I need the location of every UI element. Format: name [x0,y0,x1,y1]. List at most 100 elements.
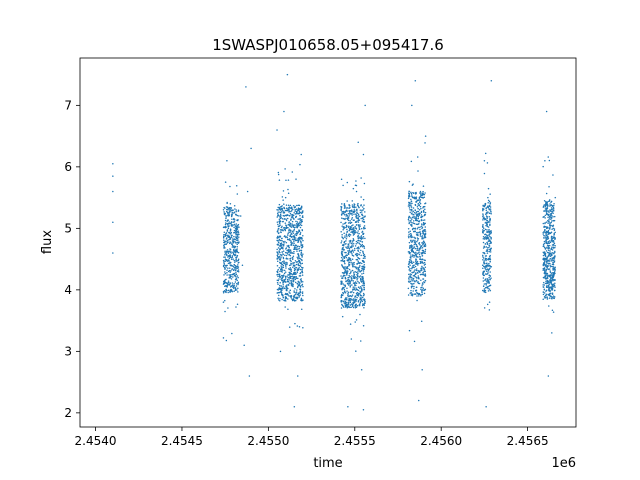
data-point [423,245,425,248]
data-point [419,190,422,193]
data-point [486,231,488,233]
data-point [360,340,362,342]
data-point [487,187,490,190]
data-point [411,254,414,256]
data-point [343,207,346,209]
data-point [282,296,285,299]
data-point [298,326,301,328]
data-point [287,188,289,191]
data-point [550,217,553,219]
data-point [420,225,422,228]
data-point [483,307,486,309]
data-point [287,287,289,290]
data-point [289,267,292,269]
data-point [344,299,346,301]
data-point [222,292,225,294]
data-point [281,210,283,213]
data-point [545,227,548,230]
data-point [299,163,301,166]
data-point [228,257,231,260]
data-point [412,264,414,267]
data-point [286,73,289,76]
data-point [487,287,489,290]
data-point [300,241,302,244]
data-point [344,306,347,308]
data-point [285,214,288,217]
data-point [546,262,548,264]
data-point [419,202,422,205]
data-point [410,236,412,239]
data-point [357,271,359,273]
data-point [279,251,281,254]
data-point [295,261,298,263]
data-point [340,207,343,209]
data-point [486,229,488,231]
data-point [224,233,226,236]
data-point [549,255,552,257]
data-point [283,274,285,276]
data-point [542,243,545,246]
data-point [548,246,550,249]
data-point [359,313,361,316]
data-point [294,237,297,239]
data-point [552,273,555,276]
data-point [229,267,231,269]
data-point [485,268,487,271]
data-point [284,254,286,256]
data-point [282,284,284,286]
data-point [290,260,292,263]
data-point [230,242,232,244]
data-point [421,242,423,244]
data-point [233,211,236,213]
data-point [408,231,410,233]
data-point [351,278,353,280]
data-point [282,250,285,252]
data-point [543,258,546,260]
data-point [345,237,348,240]
data-point [416,210,418,213]
data-point [554,255,556,257]
data-point [362,409,365,411]
y-tick-label: 4 [64,283,72,297]
data-point [299,218,301,221]
data-point [420,293,422,296]
data-point [226,202,228,205]
data-point [351,210,353,212]
data-point [287,179,290,181]
data-point [299,226,302,229]
data-point [407,294,410,296]
data-point [352,301,354,304]
data-point [276,288,279,291]
data-point [277,241,280,244]
data-point [420,194,422,197]
data-point [245,86,247,88]
data-point [350,259,352,262]
data-point [412,271,415,274]
data-point [551,228,553,230]
data-point [545,274,547,277]
data-point [348,268,351,271]
data-point [551,244,554,246]
data-point [543,234,545,237]
data-point [420,219,423,222]
data-point [419,205,422,208]
data-point [407,197,410,200]
data-point [550,201,552,203]
data-point [290,214,293,216]
data-point [296,209,299,211]
data-point [296,221,299,223]
data-point [276,221,279,223]
data-point [278,221,281,223]
data-point [286,249,288,252]
data-point [359,277,362,280]
data-point [225,222,227,224]
data-point [551,225,554,227]
data-point [551,235,553,238]
data-point [544,277,547,279]
data-point [361,209,363,211]
data-point [236,279,238,282]
data-point [348,245,350,247]
data-point [359,265,361,267]
data-point [484,273,487,275]
data-point [410,254,412,256]
